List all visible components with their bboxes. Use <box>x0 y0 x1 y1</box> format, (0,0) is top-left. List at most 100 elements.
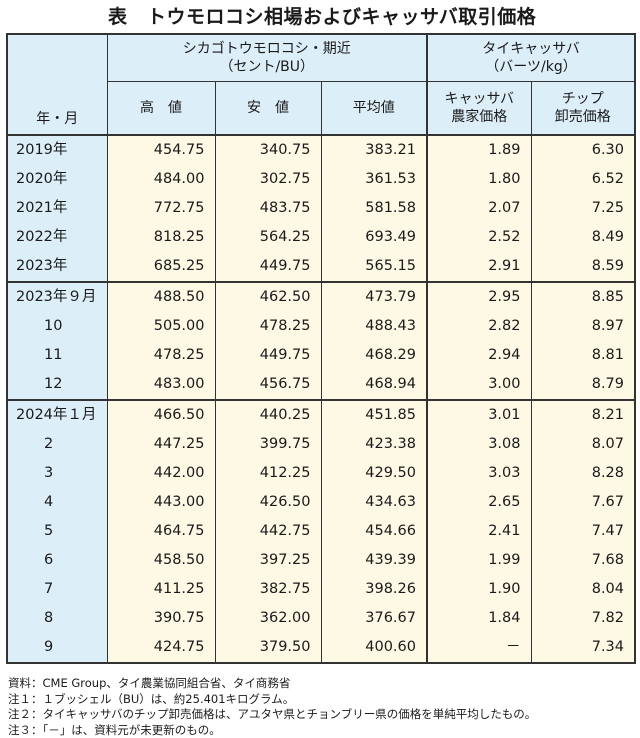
row-label: 9 <box>7 633 107 663</box>
cell-high: 464.75 <box>106 517 215 546</box>
row-label: 12 <box>7 370 107 400</box>
cell-farm-price: 2.52 <box>426 223 531 252</box>
cell-high: 411.25 <box>106 575 215 604</box>
cell-low: 478.25 <box>214 312 321 341</box>
cell-avg: 565.15 <box>320 252 427 282</box>
cell-farm-price: 1.89 <box>426 135 531 165</box>
cell-low: 483.75 <box>214 194 321 223</box>
cell-chip-price: 8.04 <box>530 575 636 604</box>
note-source: 資料：CME Group、タイ農業協同組合省、タイ商務省 <box>8 676 291 690</box>
cell-high: 443.00 <box>106 488 215 517</box>
cell-chip-price: 6.52 <box>530 165 636 194</box>
row-label: 5 <box>7 517 107 546</box>
row-label: 10 <box>7 312 107 341</box>
row-label: 3 <box>7 459 107 488</box>
cell-high: 505.00 <box>106 312 215 341</box>
cell-high: 466.50 <box>106 399 215 430</box>
row-label: 7 <box>7 575 107 604</box>
cell-high: 818.25 <box>106 223 215 252</box>
cell-farm-price: 2.41 <box>426 517 531 546</box>
cell-high: 390.75 <box>106 604 215 633</box>
cell-high: 447.25 <box>106 430 215 459</box>
cell-avg: 439.39 <box>320 546 427 575</box>
header-corn-group: シカゴトウモロコシ・期近 （セント/BU） <box>106 34 427 82</box>
cell-avg: 376.67 <box>320 604 427 633</box>
header-avg: 平均値 <box>320 81 427 136</box>
note-2: 注２：タイキャッサバのチップ卸売価格は、アユタヤ県とチョンブリー県の価格を単純平… <box>8 707 537 721</box>
cell-avg: 434.63 <box>320 488 427 517</box>
cell-low: 399.75 <box>214 430 321 459</box>
table-row: 4 443.00 426.50 434.63 2.65 7.67 <box>7 488 636 517</box>
cell-high: 483.00 <box>106 370 215 400</box>
notes: 資料：CME Group、タイ農業協同組合省、タイ商務省 注１：１ブッシェル（B… <box>8 676 536 738</box>
cell-chip-price: 8.85 <box>530 281 636 312</box>
cell-low: 449.75 <box>214 252 321 282</box>
cell-farm-price: 3.08 <box>426 430 531 459</box>
cell-chip-price: 8.21 <box>530 399 636 430</box>
cell-avg: 398.26 <box>320 575 427 604</box>
row-label: 2023年９月 <box>7 281 107 312</box>
table-row: 2023年９月 488.50 462.50 473.79 2.95 8.85 <box>7 281 636 312</box>
cell-farm-price: 2.95 <box>426 281 531 312</box>
cell-avg: 361.53 <box>320 165 427 194</box>
cell-low: 379.50 <box>214 633 321 663</box>
cell-low: 449.75 <box>214 341 321 370</box>
cell-farm-price: 2.65 <box>426 488 531 517</box>
cell-low: 442.75 <box>214 517 321 546</box>
cell-avg: 468.29 <box>320 341 427 370</box>
table-row: 2021年 772.75 483.75 581.58 2.07 7.25 <box>7 194 636 223</box>
header-cassava-group: タイキャッサバ （バーツ/kg） <box>425 34 636 82</box>
cell-avg: 423.38 <box>320 430 427 459</box>
table-row: 7 411.25 382.75 398.26 1.90 8.04 <box>7 575 636 604</box>
cell-chip-price: 7.25 <box>530 194 636 223</box>
cell-chip-price: 8.81 <box>530 341 636 370</box>
cell-farm-price: 2.07 <box>426 194 531 223</box>
cell-chip-price: 8.97 <box>530 312 636 341</box>
cell-farm-price: 1.90 <box>426 575 531 604</box>
cell-avg: 454.66 <box>320 517 427 546</box>
cell-high: 772.75 <box>106 194 215 223</box>
table-row: 8 390.75 362.00 376.67 1.84 7.82 <box>7 604 636 633</box>
header-low: 安 値 <box>214 81 321 136</box>
table-row: 6 458.50 397.25 439.39 1.99 7.68 <box>7 546 636 575</box>
cell-chip-price: 8.59 <box>530 252 636 282</box>
table-row: 2020年 484.00 302.75 361.53 1.80 6.52 <box>7 165 636 194</box>
cell-low: 340.75 <box>214 135 321 165</box>
cell-high: 478.25 <box>106 341 215 370</box>
cell-farm-price: 2.94 <box>426 341 531 370</box>
cell-avg: 693.49 <box>320 223 427 252</box>
cell-avg: 400.60 <box>320 633 427 663</box>
price-table: 年・月 シカゴトウモロコシ・期近 （セント/BU） タイキャッサバ （バーツ/k… <box>6 33 637 664</box>
row-label: 2019年 <box>7 135 107 165</box>
table-row: 10 505.00 478.25 488.43 2.82 8.97 <box>7 312 636 341</box>
cell-avg: 581.58 <box>320 194 427 223</box>
table-row: 2024年１月 466.50 440.25 451.85 3.01 8.21 <box>7 399 636 430</box>
row-label: 2 <box>7 430 107 459</box>
cell-avg: 468.94 <box>320 370 427 400</box>
row-label: 2023年 <box>7 252 107 282</box>
cell-chip-price: 6.30 <box>530 135 636 165</box>
cell-high: 442.00 <box>106 459 215 488</box>
row-label: 2022年 <box>7 223 107 252</box>
cell-chip-price: 8.07 <box>530 430 636 459</box>
cell-high: 454.75 <box>106 135 215 165</box>
cell-low: 440.25 <box>214 399 321 430</box>
row-label: 2021年 <box>7 194 107 223</box>
cell-chip-price: 8.79 <box>530 370 636 400</box>
row-label: 6 <box>7 546 107 575</box>
cell-avg: 429.50 <box>320 459 427 488</box>
cell-farm-price: － <box>426 633 531 663</box>
cell-low: 397.25 <box>214 546 321 575</box>
row-label: 8 <box>7 604 107 633</box>
cell-low: 302.75 <box>214 165 321 194</box>
cell-farm-price: 1.80 <box>426 165 531 194</box>
table-title: 表 トウモロコシ相場およびキャッサバ取引価格 <box>108 6 537 28</box>
cell-avg: 473.79 <box>320 281 427 312</box>
table-body: 2019年 454.75 340.75 383.21 1.89 6.30 2020年 484.… <box>7 135 636 663</box>
cell-high: 685.25 <box>106 252 215 282</box>
cell-low: 462.50 <box>214 281 321 312</box>
cell-farm-price: 3.03 <box>426 459 531 488</box>
row-label: 2024年１月 <box>7 399 107 430</box>
cell-high: 484.00 <box>106 165 215 194</box>
cell-high: 424.75 <box>106 633 215 663</box>
